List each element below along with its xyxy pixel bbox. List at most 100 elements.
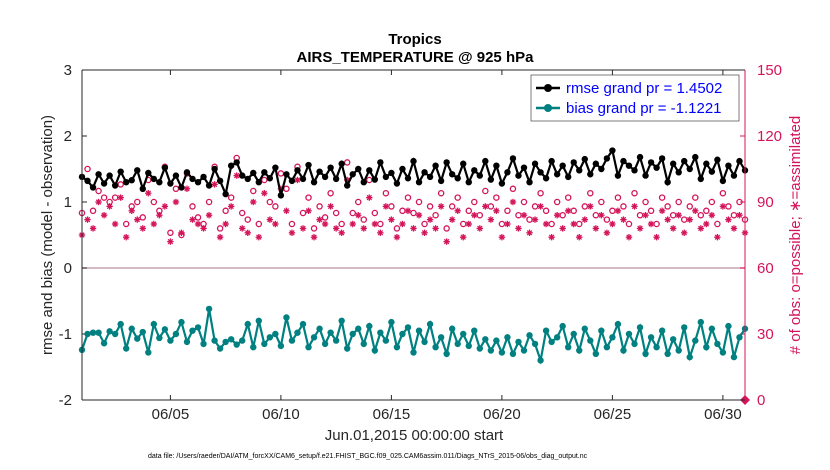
series-point: [725, 162, 732, 169]
obs-possible-marker: [421, 220, 428, 228]
series-point: [332, 175, 340, 183]
chart-subtitle: AIRS_TEMPERATURE @ 925 hPa: [297, 49, 535, 66]
series-point: [675, 347, 682, 354]
obs-assimilated-marker: [669, 225, 677, 232]
y-right-tick-label: 30: [757, 326, 774, 343]
obs-assimilated-marker: [244, 229, 251, 236]
legend-box: [530, 74, 740, 122]
obs-possible-marker: [708, 198, 716, 206]
series-point: [437, 177, 445, 185]
series-point: [377, 329, 384, 336]
x-axis-ticks: 06/05 06/10 06/15 06/20 06/25 06/30: [152, 70, 742, 423]
series-point: [443, 350, 450, 357]
series-point: [321, 340, 329, 348]
series-point: [553, 334, 561, 341]
series-point: [647, 334, 655, 341]
obs-assimilated-marker: [327, 203, 334, 210]
series-point: [719, 177, 727, 185]
obs-assimilated-marker: [614, 207, 622, 214]
obs-possible-marker: [664, 203, 671, 210]
y-right-tick-label: 120: [757, 128, 782, 145]
series-point: [239, 172, 246, 179]
obs-possible-marker: [216, 225, 224, 232]
series-point: [620, 157, 627, 165]
series-point: [266, 175, 274, 182]
obs-assimilated-marker: [708, 212, 716, 219]
series-point: [371, 176, 379, 183]
series-point: [559, 162, 566, 169]
series-point: [134, 335, 141, 342]
series-point: [725, 322, 732, 330]
series-point: [310, 179, 318, 186]
obs-assimilated-marker: [736, 212, 743, 219]
series-point: [515, 338, 522, 346]
obs-assimilated-marker: [227, 203, 235, 210]
obs-assimilated-marker: [703, 220, 710, 228]
series-point: [233, 159, 240, 166]
series-point: [277, 342, 285, 350]
obs-assimilated-marker: [399, 220, 406, 228]
obs-assimilated-marker: [172, 198, 180, 206]
series-point: [84, 177, 91, 185]
obs-assimilated-marker: [84, 216, 91, 223]
obs-assimilated-marker: [222, 220, 229, 228]
series-point: [95, 171, 102, 178]
obs-assimilated-marker: [465, 220, 472, 228]
series-point: [404, 175, 412, 182]
series-point: [565, 173, 572, 181]
obs-possible-marker: [250, 187, 257, 195]
series-point: [288, 337, 296, 344]
series-point: [686, 165, 693, 173]
series-point: [283, 314, 290, 321]
series-point: [261, 169, 268, 176]
series-point: [139, 328, 146, 336]
obs-assimilated-marker: [542, 220, 550, 228]
obs-assimilated-marker: [178, 229, 185, 236]
y-axis-ticks: -2 -1 0 1 2 3: [59, 62, 87, 409]
obs-possible-marker: [410, 209, 417, 217]
obs-assimilated-marker: [139, 225, 146, 232]
obs-possible-marker: [504, 207, 511, 215]
series-point: [636, 324, 644, 331]
series-point: [161, 164, 169, 171]
series-point: [609, 334, 616, 341]
obs-possible-marker: [443, 225, 450, 232]
obs-assimilated-marker: [697, 225, 704, 232]
series-point: [360, 179, 367, 186]
series-point: [349, 171, 356, 178]
series-point: [664, 350, 671, 357]
obs-assimilated-marker: [410, 225, 417, 232]
series-point: [703, 344, 710, 351]
obs-possible-marker: [244, 216, 251, 223]
series-point: [150, 175, 158, 183]
chart-title: Tropics: [388, 31, 441, 48]
obs-assimilated-marker: [134, 216, 141, 223]
obs-assimilated-marker: [725, 216, 732, 223]
series-point: [117, 320, 124, 328]
obs-assimilated-marker: [366, 194, 373, 201]
series-point: [498, 180, 506, 187]
series-point: [471, 167, 478, 174]
obs-possible-marker: [139, 214, 147, 221]
series-point: [714, 156, 721, 163]
series-point: [266, 334, 274, 341]
obs-possible-marker: [703, 207, 710, 215]
obs-possible-marker: [658, 194, 666, 201]
series-point: [537, 357, 544, 364]
obs-possible-marker: [620, 203, 627, 210]
series-point: [603, 155, 611, 162]
series-point: [316, 168, 323, 175]
series-point: [111, 330, 119, 338]
series-point: [117, 168, 124, 175]
obs-possible-marker: [222, 207, 229, 215]
obs-possible-marker: [299, 209, 307, 217]
series-point: [404, 324, 412, 331]
series-point: [415, 179, 423, 186]
y-right-tick-label: 0: [757, 392, 765, 409]
series-point: [410, 349, 417, 356]
series-point: [227, 162, 235, 169]
obs-possible-marker: [520, 198, 528, 206]
series-point: [294, 167, 301, 174]
obs-possible-marker: [205, 198, 213, 206]
